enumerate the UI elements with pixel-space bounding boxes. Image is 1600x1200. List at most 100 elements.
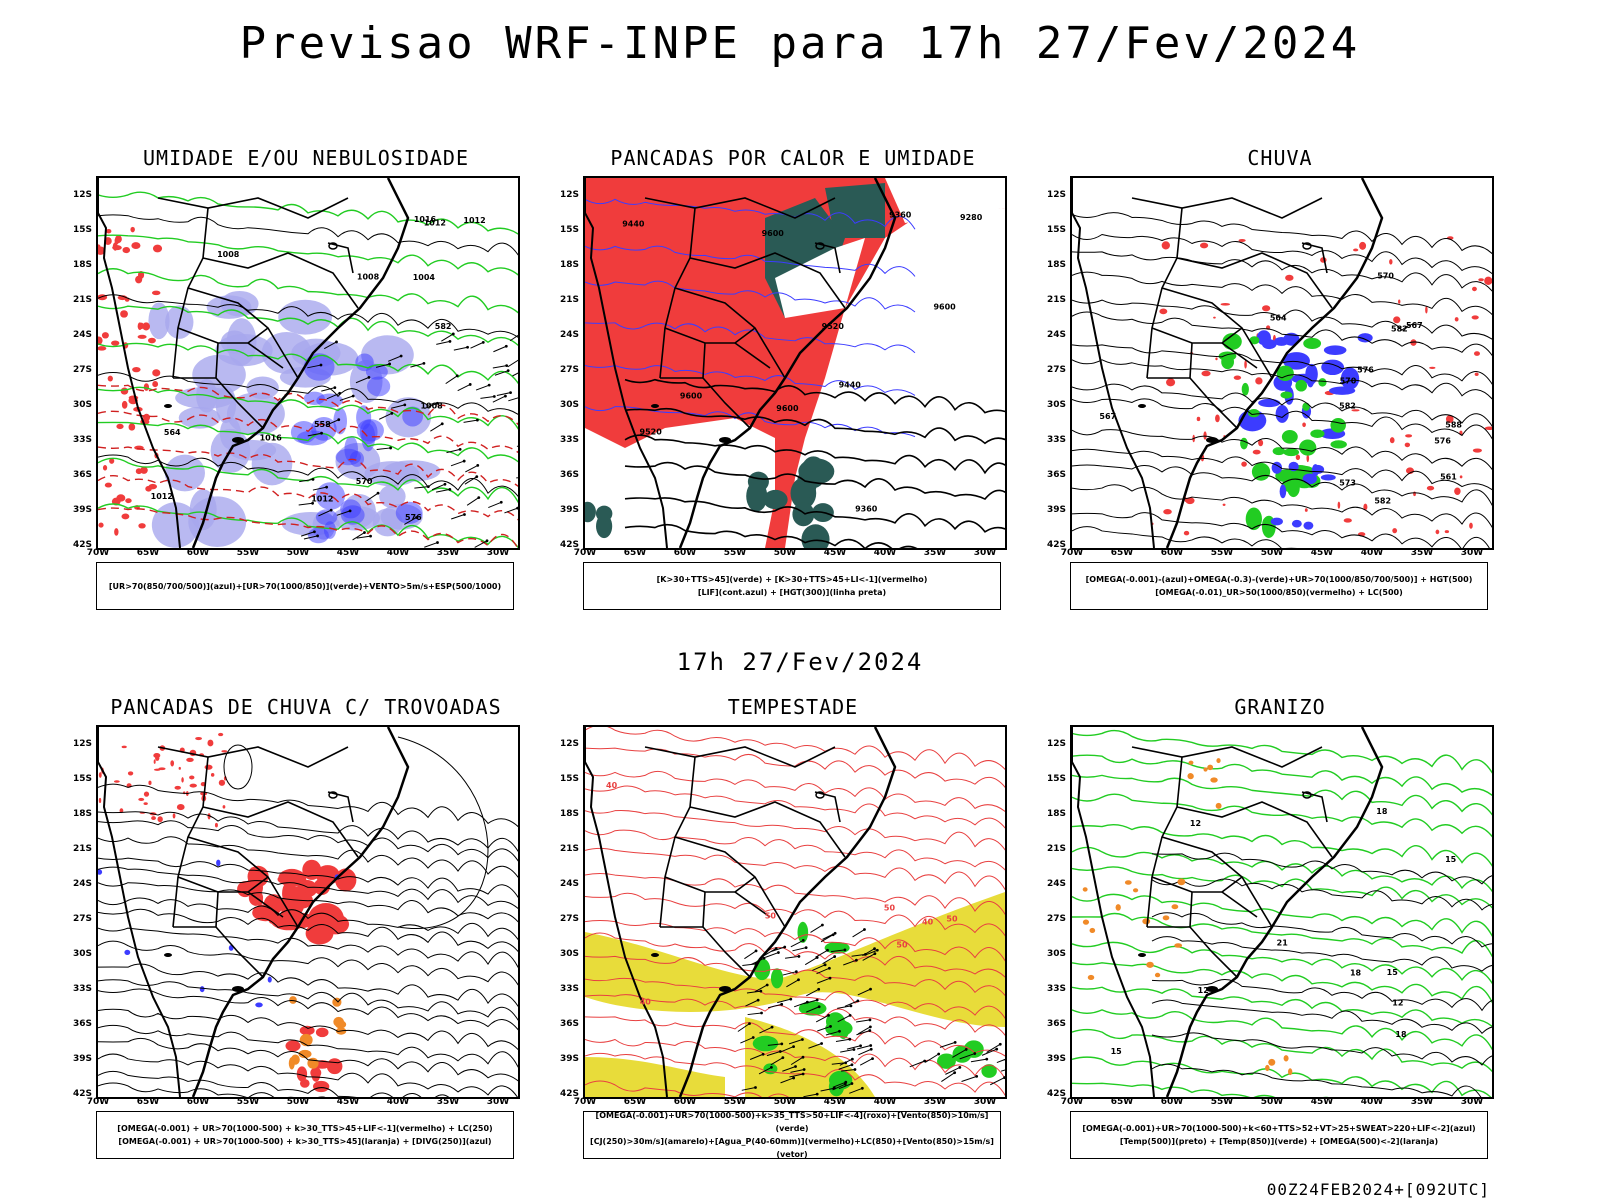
legend-line: [Temp(500)](preto) + [Temp(850)](verde) …	[1119, 1137, 1439, 1146]
lon-tick-label: 35W	[436, 548, 460, 558]
contour-label: 9360	[889, 211, 912, 220]
contour-label: 576	[405, 513, 422, 522]
lon-tick-label: 40W	[873, 1097, 897, 1107]
lat-tick-label: 24S	[1046, 330, 1066, 340]
legend-line: [CJ(250)>30m/s](amarelo)+[Agua_P(40-60mm…	[590, 1137, 994, 1159]
lat-tick-label: 30S	[559, 949, 579, 959]
contour-label: 1008	[217, 250, 240, 259]
main-title: Previsao WRF-INPE para 17h 27/Fev/2024	[239, 18, 1361, 69]
lon-tick-label: 55W	[236, 548, 260, 558]
lat-tick-label: 30S	[1046, 949, 1066, 959]
legend-line: [OMEGA(-0.001)-(azul)+OMEGA(-0.3)-(verde…	[1085, 575, 1473, 584]
panel-legend: [OMEGA(-0.001)+UR>70(1000-500)+k<60+TTS>…	[1070, 1111, 1488, 1159]
lat-tick-label: 27S	[1046, 365, 1066, 375]
lat-tick-label: 18S	[1046, 809, 1066, 819]
contour-label: 9360	[855, 505, 878, 514]
lon-tick-label: 40W	[1360, 1097, 1384, 1107]
lon-tick-label: 70W	[573, 548, 597, 558]
lat-tick-label: 39S	[72, 1054, 92, 1064]
panel-title: PANCADAS DE CHUVA C/ TROVOADAS	[110, 695, 502, 719]
lon-tick-label: 65W	[136, 548, 160, 558]
lat-tick-label: 42S	[72, 540, 92, 550]
map-frame: 18 15 12 12 15 18 21 18 15 12	[1070, 725, 1494, 1099]
contour-label: 1012	[424, 219, 446, 228]
lat-tick-label: 12S	[559, 739, 579, 749]
contour-label: 1008	[357, 273, 380, 282]
lat-tick-label: 21S	[72, 295, 92, 305]
contour-label: 9600	[680, 391, 703, 400]
lat-tick-label: 42S	[559, 1089, 579, 1099]
lon-tick-label: 45W	[823, 1097, 847, 1107]
contour-label: 18	[1350, 968, 1362, 977]
lat-tick-label: 42S	[559, 540, 579, 550]
lat-tick-label: 27S	[1046, 914, 1066, 924]
contour-label: 15	[1111, 1047, 1123, 1056]
lon-tick-label: 55W	[236, 1097, 260, 1107]
contour-label: 582	[1339, 402, 1356, 411]
map-frame	[96, 725, 520, 1099]
contour-label: 18	[1376, 807, 1388, 816]
lat-tick-label: 18S	[72, 809, 92, 819]
contour-label: 40	[640, 997, 652, 1006]
contour-label: 50	[765, 912, 777, 921]
lon-tick-label: 50W	[286, 1097, 310, 1107]
panel-legend: [OMEGA(-0.001)-(azul)+OMEGA(-0.3)-(verde…	[1070, 562, 1488, 610]
lat-tick-label: 21S	[559, 295, 579, 305]
contour-label: 18	[1395, 1030, 1407, 1039]
lat-tick-label: 36S	[72, 1019, 92, 1029]
lat-tick-label: 24S	[559, 879, 579, 889]
lon-tick-label: 40W	[873, 548, 897, 558]
lat-tick-label: 42S	[1046, 1089, 1066, 1099]
legend-line: [UR>70(850/700/500)](azul)+[UR>70(1000/8…	[108, 581, 502, 591]
legend-line: [OMEGA(-0.01)_UR>50(1000/850)(vermelho) …	[1155, 588, 1403, 597]
lat-tick-label: 21S	[559, 844, 579, 854]
contour-label: 15	[1387, 968, 1399, 977]
lon-tick-label: 35W	[923, 1097, 947, 1107]
contour-label: 1012	[311, 495, 333, 504]
contour-label: 12	[1190, 819, 1201, 828]
lon-tick-label: 70W	[86, 1097, 110, 1107]
lat-tick-label: 12S	[1046, 739, 1066, 749]
panel-title: TEMPESTADE	[727, 695, 859, 719]
weather-map	[98, 727, 518, 1097]
weather-map: 1012100810121008100410121016576570564558…	[98, 178, 518, 548]
contour-label: 582	[1374, 496, 1391, 505]
lon-tick-label: 60W	[1160, 548, 1184, 558]
lat-tick-label: 21S	[72, 844, 92, 854]
lat-tick-label: 15S	[72, 225, 92, 235]
lat-tick-label: 15S	[1046, 774, 1066, 784]
contour-label: 570	[1340, 377, 1357, 386]
lat-tick-label: 24S	[1046, 879, 1066, 889]
lat-tick-label: 33S	[559, 435, 579, 445]
lon-tick-label: 45W	[1310, 1097, 1334, 1107]
contour-label: 564	[164, 428, 181, 437]
legend-line: [OMEGA(-0.001)+UR>70(1000-500)+k>35_TTS>…	[595, 1111, 989, 1133]
contour-label: 588	[1445, 420, 1462, 429]
lon-tick-label: 65W	[136, 1097, 160, 1107]
lon-tick-label: 50W	[773, 1097, 797, 1107]
lat-tick-label: 21S	[1046, 844, 1066, 854]
lon-tick-label: 40W	[1360, 548, 1384, 558]
lat-tick-label: 27S	[72, 914, 92, 924]
contour-label: 9600	[933, 302, 956, 311]
contour-label: 50	[946, 915, 958, 924]
lat-tick-label: 12S	[72, 190, 92, 200]
lat-tick-label: 33S	[559, 984, 579, 994]
lat-tick-label: 30S	[1046, 400, 1066, 410]
lon-tick-label: 55W	[1210, 1097, 1234, 1107]
contour-label: 40	[606, 781, 618, 790]
footer-stamp: 00Z24FEB2024+[092UTC]	[1266, 1180, 1490, 1199]
lon-tick-label: 70W	[1060, 548, 1084, 558]
contour-label: 9520	[640, 427, 663, 436]
lat-tick-label: 39S	[1046, 505, 1066, 515]
contour-label: 1012	[463, 216, 485, 225]
panel-title: GRANIZO	[1234, 695, 1326, 719]
lat-tick-label: 27S	[559, 365, 579, 375]
map-frame: 582 588 582 576 573 570 567 564 561 582 576 570 567	[1070, 176, 1494, 550]
lat-tick-label: 39S	[559, 505, 579, 515]
lat-tick-label: 36S	[1046, 1019, 1066, 1029]
lat-tick-label: 33S	[72, 435, 92, 445]
lon-tick-label: 50W	[1260, 1097, 1284, 1107]
lat-tick-label: 27S	[72, 365, 92, 375]
